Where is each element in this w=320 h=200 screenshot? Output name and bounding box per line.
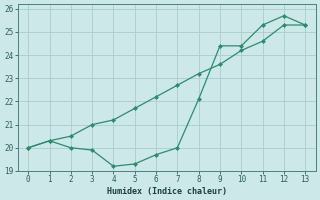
- X-axis label: Humidex (Indice chaleur): Humidex (Indice chaleur): [107, 187, 227, 196]
